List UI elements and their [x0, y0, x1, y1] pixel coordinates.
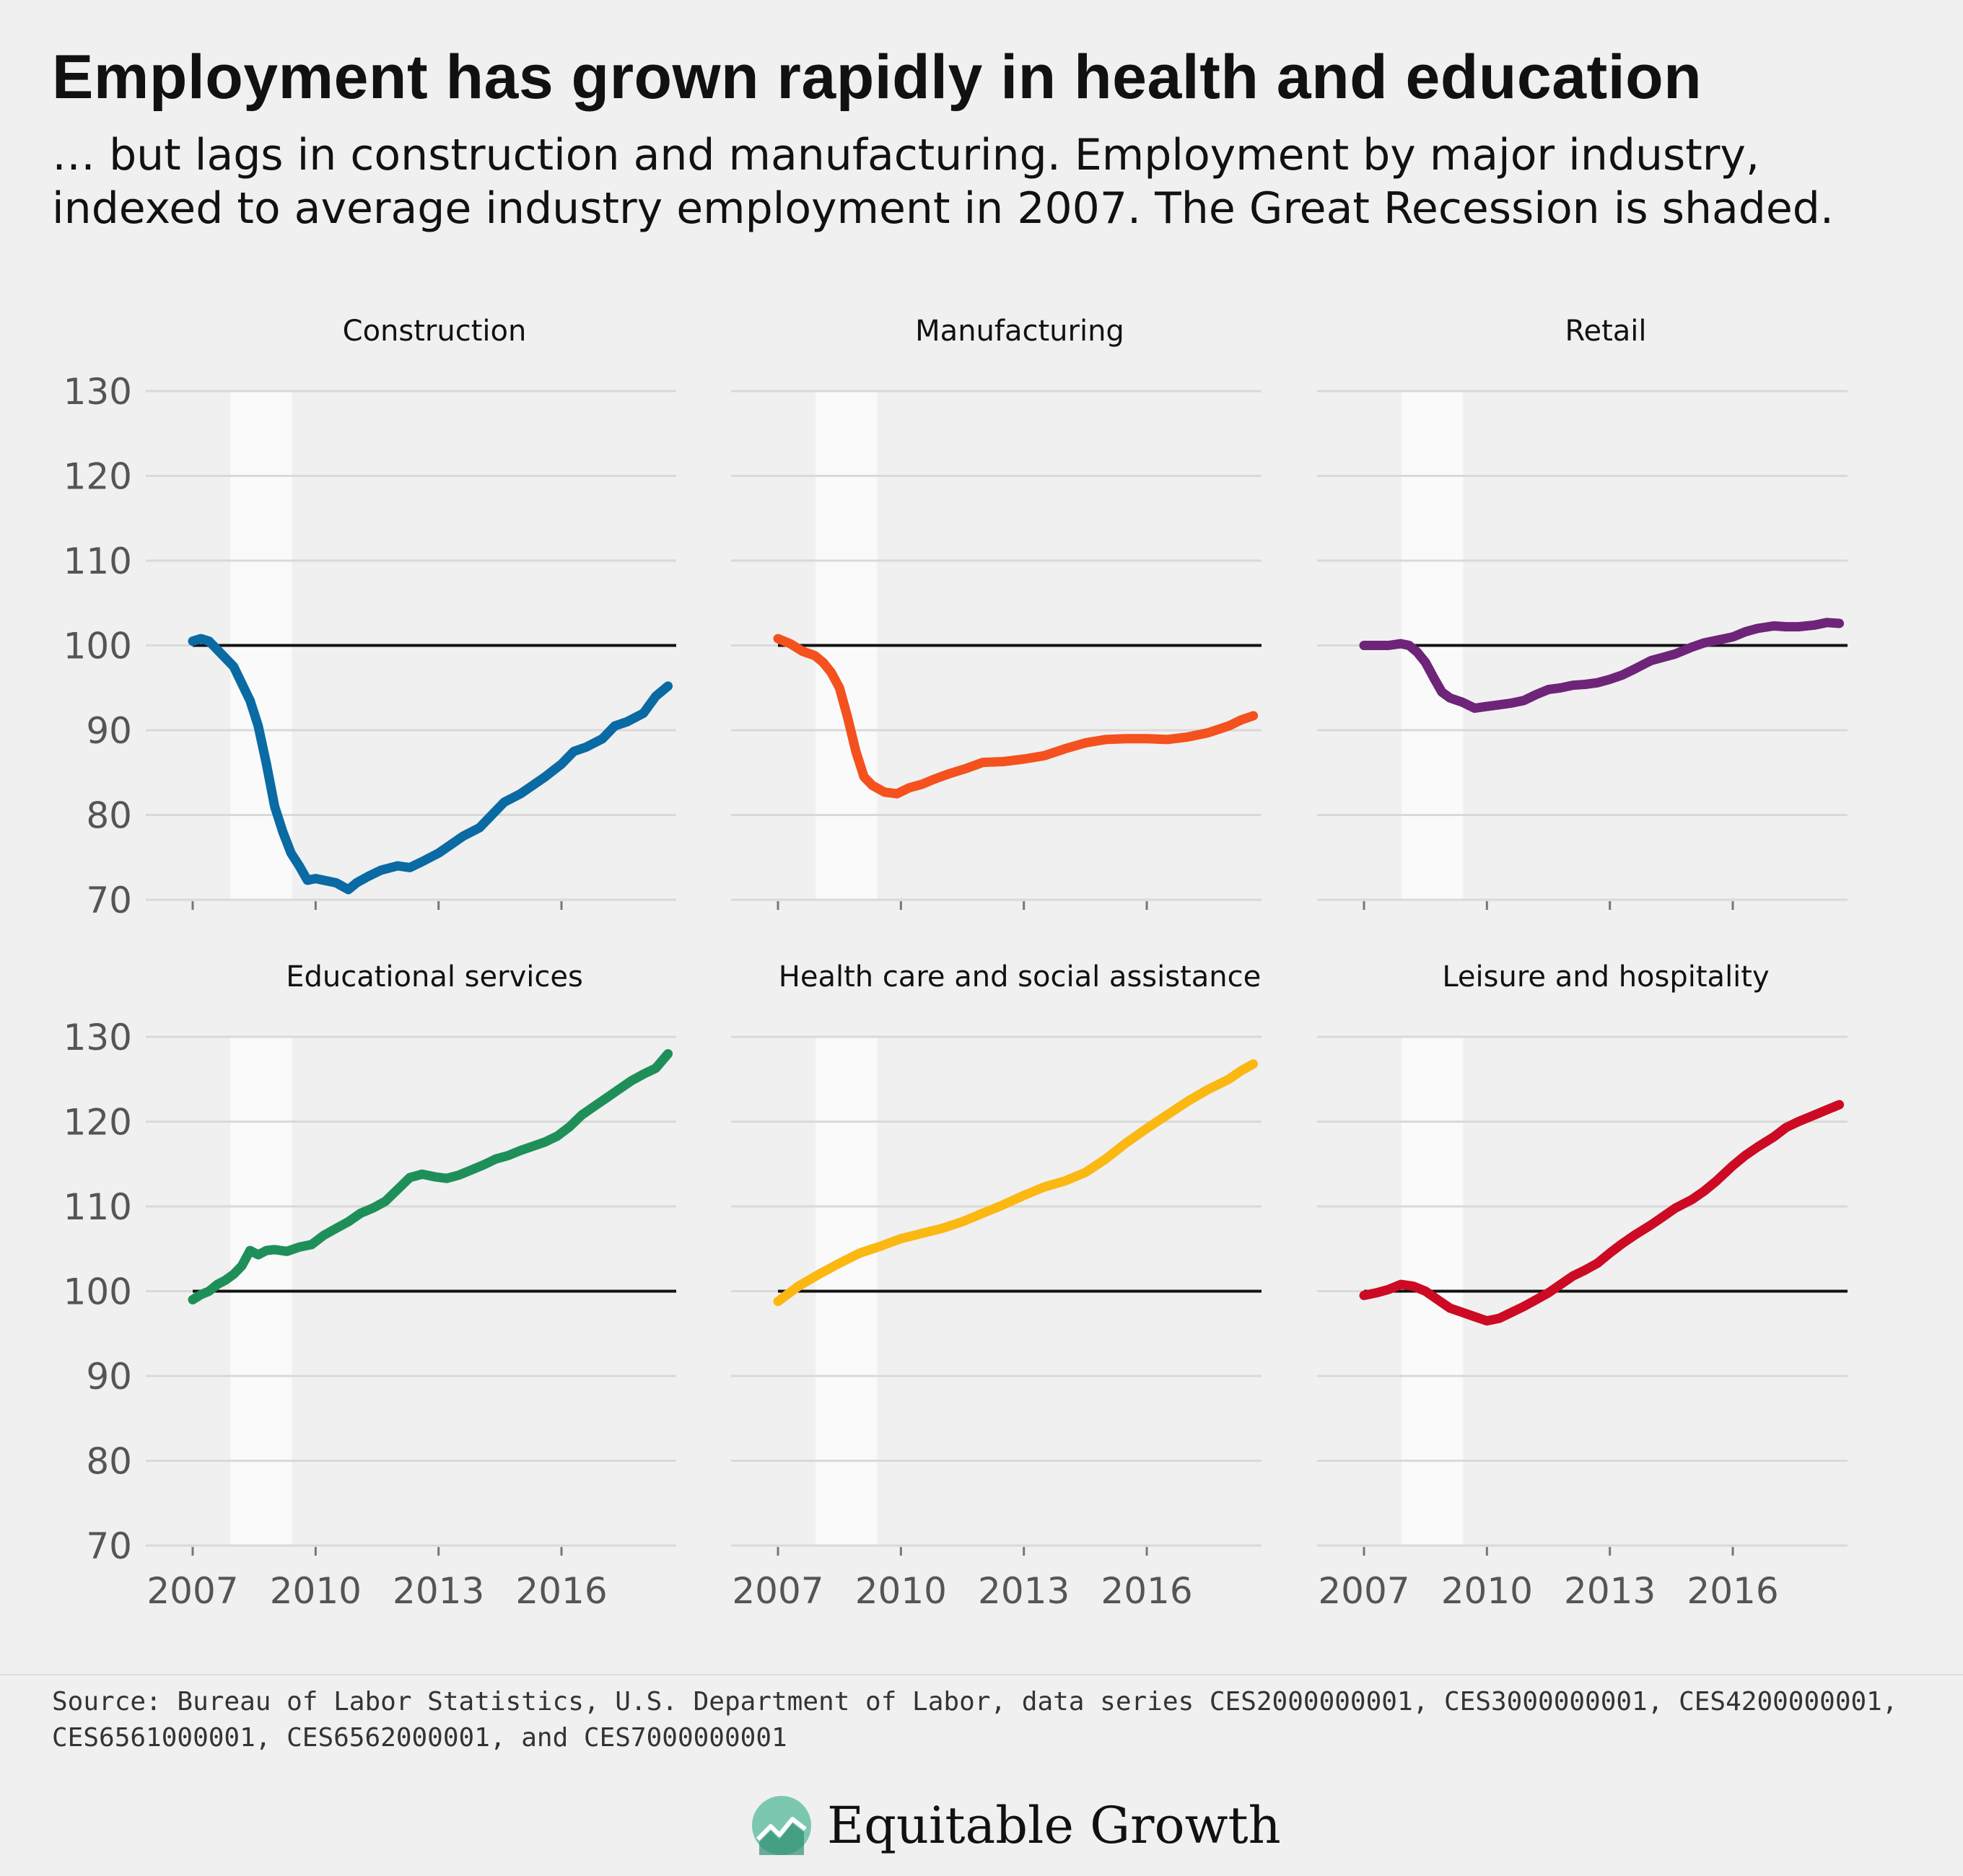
y-tick-label: 80	[86, 795, 132, 837]
y-tick-label: 80	[86, 1441, 132, 1483]
y-tick-label: 120	[64, 456, 132, 498]
panel-title: Leisure and hospitality	[1442, 960, 1769, 994]
panel-title: Retail	[1565, 315, 1646, 348]
x-tick-label: 2013	[393, 1570, 484, 1612]
y-tick-label: 90	[86, 710, 132, 752]
x-tick-label: 2013	[978, 1570, 1070, 1612]
y-tick-label: 130	[64, 371, 132, 413]
x-tick-label: 2010	[270, 1570, 362, 1612]
x-tick-label: 2010	[1441, 1570, 1533, 1612]
y-tick-label: 110	[64, 1186, 132, 1228]
x-tick-label: 2016	[1687, 1570, 1778, 1612]
x-tick-label: 2007	[1318, 1570, 1409, 1612]
panel-title: Educational services	[286, 960, 583, 994]
panel-title: Health care and social assistance	[779, 960, 1261, 994]
footer-divider	[0, 1674, 1963, 1675]
panel-title: Manufacturing	[915, 315, 1124, 348]
y-tick-label: 70	[86, 880, 132, 921]
y-tick-label: 130	[64, 1017, 132, 1058]
small-multiples-chart: 70 80 90 100 110 120 130 Construction Manufactur…	[64, 315, 1848, 1612]
panel-title: Construction	[343, 315, 527, 348]
y-tick-label: 90	[86, 1356, 132, 1398]
brand-name: Equitable Growth	[827, 1796, 1281, 1855]
y-tick-label: 100	[64, 1271, 132, 1313]
equitable-growth-logo-icon	[752, 1796, 811, 1855]
y-tick-label: 70	[86, 1525, 132, 1567]
x-tick-label: 2016	[515, 1570, 607, 1612]
y-tick-label: 120	[64, 1102, 132, 1144]
series-line-educational-services	[188, 1049, 673, 1305]
chart-title: Employment has grown rapidly in health a…	[52, 43, 1702, 112]
y-tick-label: 110	[64, 540, 132, 582]
source-note: Source: Bureau of Labor Statistics, U.S.…	[52, 1687, 1898, 1753]
x-tick-label: 2016	[1101, 1570, 1192, 1612]
series-line-leisure-and-hospitality	[1359, 1100, 1845, 1326]
x-tick-label: 2007	[147, 1570, 238, 1612]
x-tick-label: 2007	[732, 1570, 823, 1612]
brand-lockup[interactable]: Equitable Growth	[751, 1789, 1281, 1862]
series-line-retail	[1359, 618, 1845, 713]
x-tick-label: 2013	[1564, 1570, 1656, 1612]
y-tick-label: 100	[64, 626, 132, 667]
series-line-health-care-and-social-assistance	[773, 1059, 1259, 1307]
chart-subtitle: … but lags in construction and manufactu…	[52, 130, 1834, 234]
x-tick-label: 2010	[855, 1570, 947, 1612]
series-line-manufacturing	[773, 634, 1259, 799]
series-line-construction	[188, 634, 673, 895]
